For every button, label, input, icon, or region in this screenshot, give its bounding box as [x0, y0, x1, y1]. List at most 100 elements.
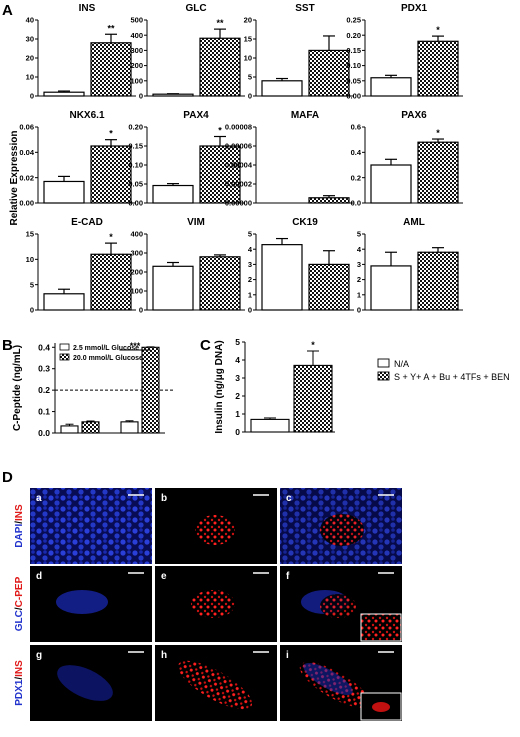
tile-letter: i — [286, 650, 289, 661]
tile-letter: h — [161, 650, 167, 661]
bar-treated — [199, 145, 241, 204]
glucagon-stain — [56, 590, 108, 614]
y-tick-label: 0.05 — [128, 180, 143, 189]
y-tick-label: 3 — [248, 260, 252, 269]
bar-treated — [293, 364, 333, 433]
y-tick-label: 0.0 — [351, 199, 361, 208]
y-tick-label: 0.00006 — [225, 142, 252, 151]
chart-title: NKX6.1 — [69, 110, 104, 121]
y-tick-label: 0.06 — [19, 123, 34, 132]
chart-title: SST — [295, 3, 314, 14]
y-tick-label: 0.20 — [128, 123, 143, 132]
row-label: DAPI/INS — [14, 504, 25, 548]
tile-letter: g — [36, 650, 42, 661]
chart-title: MAFA — [291, 110, 319, 121]
bar-treated — [90, 42, 132, 97]
y-tick-label: 0.1 — [38, 407, 50, 417]
legend-swatch — [59, 343, 70, 351]
bar-treated — [308, 49, 350, 97]
row-label-separator: / — [14, 677, 25, 680]
row-label-stain-b: INS — [14, 504, 25, 521]
legend-swatch — [377, 371, 390, 381]
significance-marker: * — [436, 128, 440, 138]
y-tick-label: 1 — [248, 290, 252, 299]
y-tick-label: 300 — [130, 249, 143, 258]
bar-control — [152, 184, 194, 204]
bar-treated — [199, 256, 241, 311]
chart-title: AML — [403, 217, 425, 228]
bar-low-glucose — [120, 421, 139, 434]
y-tick-label: 3 — [235, 373, 240, 383]
bar-treated — [90, 145, 132, 204]
y-tick-label: 0.00004 — [225, 161, 253, 170]
y-tick-label: 10 — [26, 73, 34, 82]
pdx1-stain — [303, 662, 353, 696]
y-tick-label: 0.10 — [346, 61, 361, 70]
bar-treated — [417, 251, 459, 311]
bar-control — [43, 91, 85, 97]
panel-b-ylabel: C-Peptide (ng/mL) — [12, 345, 23, 431]
row-label-stain-b: INS — [14, 660, 25, 677]
insulin-stain — [195, 515, 235, 545]
y-tick-label: 300 — [130, 46, 143, 55]
y-tick-label: 30 — [26, 35, 34, 44]
tile-letter: f — [286, 571, 290, 582]
panel-letter-d: D — [2, 469, 13, 486]
legend-swatch — [59, 353, 70, 361]
y-tick-label: 2 — [248, 275, 252, 284]
bar-control — [43, 180, 85, 204]
y-tick-label: 5 — [248, 230, 252, 239]
bar-high-glucose — [81, 421, 100, 434]
y-tick-label: 2 — [357, 275, 361, 284]
chart-title: PAX6 — [401, 110, 427, 121]
row-label-stain-b: C-PEP — [14, 576, 25, 607]
y-tick-label: 0.00002 — [225, 180, 252, 189]
chart-title: PAX4 — [183, 110, 209, 121]
y-tick-label: 0.4 — [38, 342, 50, 352]
panel-a-ylabel: Relative Expression — [9, 130, 20, 225]
bar-control — [370, 164, 412, 204]
legend-label: S + Y+ A + Bu + 4TFs + BEN — [394, 372, 510, 382]
y-tick-label: 0.00 — [128, 199, 143, 208]
y-tick-label: 0.00 — [19, 199, 34, 208]
bar-control — [370, 77, 412, 97]
y-tick-label: 0.2 — [351, 173, 361, 182]
significance-marker: * — [311, 340, 315, 350]
y-tick-label: 15 — [244, 35, 252, 44]
y-tick-label: 0.00000 — [225, 199, 252, 208]
pdx1-stain — [57, 665, 113, 701]
inset-cell — [372, 702, 390, 712]
legend-swatch — [377, 358, 390, 368]
inset-zoom — [360, 613, 402, 642]
tile-letter: a — [36, 493, 42, 504]
y-tick-label: 20 — [244, 16, 252, 25]
tile-letter: d — [36, 571, 42, 582]
legend-label: N/A — [394, 359, 409, 369]
row-label-stain-a: DAPI — [14, 524, 25, 548]
chart-title: INS — [79, 3, 96, 14]
bar-low-glucose — [60, 425, 79, 434]
y-tick-label: 0 — [357, 306, 361, 315]
y-tick-label: 0.6 — [351, 123, 361, 132]
row-label-separator: / — [14, 521, 25, 524]
y-tick-label: 5 — [235, 337, 240, 347]
y-tick-label: 0 — [235, 427, 240, 437]
y-tick-label: 0 — [248, 92, 252, 101]
bar-control — [250, 418, 290, 433]
y-tick-label: 0 — [248, 306, 252, 315]
row-label-separator: / — [14, 607, 25, 610]
y-tick-label: 0.2 — [38, 385, 50, 395]
legend-label: 2.5 mmol/L Glucose — [73, 345, 139, 352]
chart-title: GLC — [185, 3, 206, 14]
y-tick-label: 5 — [30, 280, 34, 289]
chart-title: E-CAD — [71, 217, 103, 228]
y-tick-label: 0.04 — [19, 148, 34, 157]
y-tick-label: 5 — [248, 73, 252, 82]
bar-control — [261, 244, 303, 311]
y-tick-label: 0.3 — [38, 364, 50, 374]
significance-marker: * — [436, 25, 440, 35]
chart-title: PDX1 — [401, 3, 428, 14]
tile-letter: e — [161, 571, 167, 582]
y-tick-label: 3 — [357, 260, 361, 269]
y-tick-label: 400 — [130, 230, 143, 239]
